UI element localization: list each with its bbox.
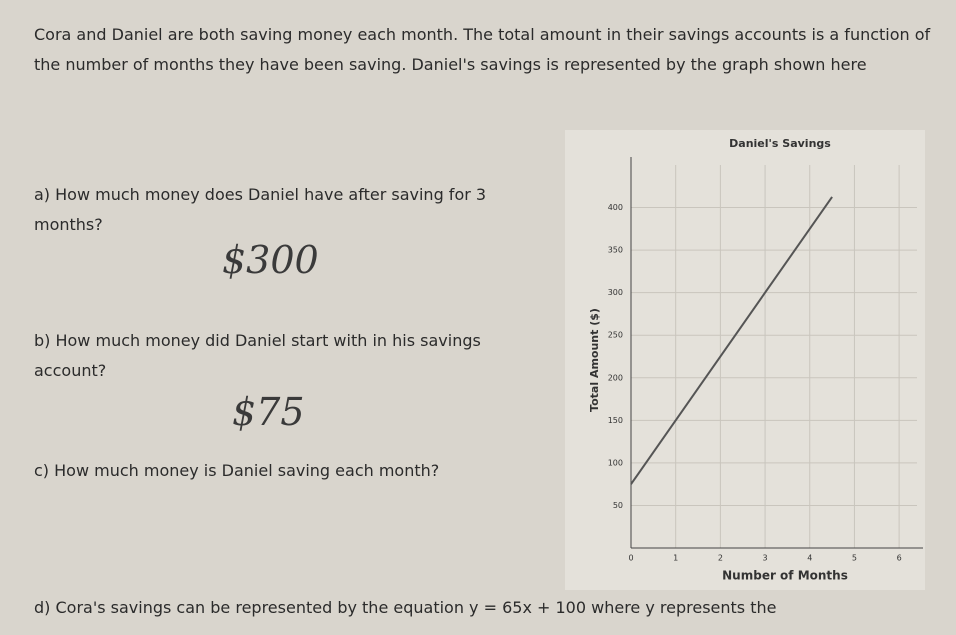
y-axis-label: Total Amount ($) [588, 308, 601, 412]
x-tick-label: 2 [718, 554, 723, 563]
chart: Daniel's Savings Number of Months Total … [565, 130, 925, 590]
y-tick-label: 100 [608, 458, 623, 467]
question: d) Cora's savings can be represented by … [34, 598, 777, 617]
x-tick-label: 6 [897, 554, 902, 563]
y-tick-label: 350 [608, 246, 623, 255]
y-tick-label: 50 [613, 501, 623, 510]
handwritten-answer: $300 [222, 238, 319, 282]
y-tick-label: 150 [608, 416, 623, 425]
question: c) How much money is Daniel saving each … [34, 461, 440, 480]
x-axis-label: Number of Months [722, 569, 848, 583]
chart-title: Daniel's Savings [729, 137, 831, 150]
y-tick-label: 300 [608, 288, 623, 297]
intro-text: Cora and Daniel are both saving money ea… [34, 25, 931, 74]
x-tick-label: 4 [807, 554, 812, 563]
y-tick-label: 200 [608, 373, 623, 382]
x-tick-label: 3 [763, 554, 768, 563]
data-line [630, 196, 833, 485]
question: b) How much money did Daniel start with … [34, 331, 481, 380]
x-tick-label: 5 [852, 554, 857, 563]
question: a) How much money does Daniel have after… [34, 185, 487, 234]
handwritten-answer: $75 [232, 390, 305, 434]
x-tick-label: 1 [673, 554, 678, 563]
x-tick-label: 0 [628, 554, 633, 563]
y-tick-label: 400 [608, 203, 623, 212]
y-tick-label: 250 [608, 331, 623, 340]
chart-background [565, 130, 925, 590]
